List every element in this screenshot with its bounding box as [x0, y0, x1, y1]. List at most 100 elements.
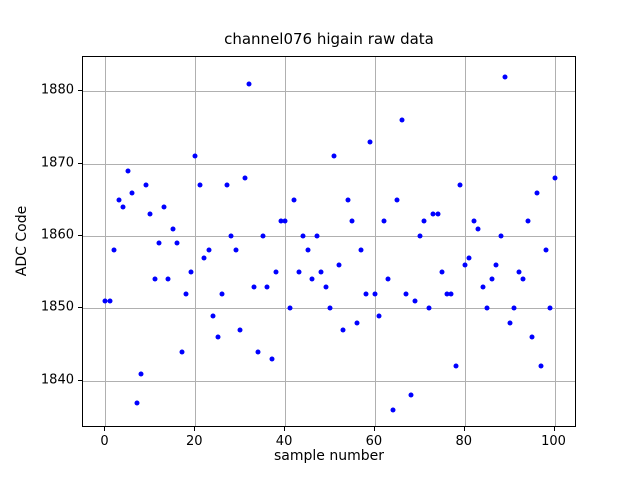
chart-title: channel076 higain raw data	[224, 30, 434, 48]
data-point	[439, 269, 445, 275]
data-point	[210, 313, 216, 319]
data-point	[426, 305, 432, 311]
data-point	[318, 269, 324, 275]
data-point	[493, 262, 499, 268]
y-gridline	[83, 235, 575, 237]
y-gridline	[83, 380, 575, 382]
x-gridline	[464, 57, 466, 426]
y-tick-label: 1840	[40, 372, 74, 388]
data-point	[246, 81, 252, 87]
data-point	[255, 349, 261, 355]
data-point	[206, 247, 212, 253]
data-point	[444, 291, 450, 297]
data-point	[376, 313, 382, 319]
data-point	[323, 284, 328, 290]
data-point	[188, 269, 194, 275]
data-point	[381, 218, 387, 224]
data-point	[183, 291, 189, 297]
y-tick-mark	[78, 90, 82, 92]
y-tick-label: 1880	[40, 82, 74, 98]
x-tick-mark	[104, 427, 106, 431]
x-tick-label: 100	[541, 434, 566, 449]
data-point	[345, 197, 351, 203]
data-point	[296, 269, 302, 275]
data-point	[201, 255, 207, 261]
data-point	[448, 291, 454, 297]
data-point	[358, 247, 364, 253]
data-point	[116, 197, 122, 203]
y-tick-mark	[78, 162, 82, 164]
data-point	[129, 190, 135, 195]
data-point	[269, 356, 275, 362]
x-tick-mark	[284, 427, 286, 431]
data-point	[278, 218, 284, 224]
data-point	[525, 218, 531, 224]
data-point	[331, 153, 337, 159]
y-tick-label: 1860	[40, 227, 74, 243]
data-point	[215, 334, 221, 340]
data-point	[156, 240, 162, 246]
y-tick-label: 1850	[40, 299, 74, 315]
x-tick-label: 20	[185, 434, 203, 449]
x-gridline	[285, 57, 287, 426]
x-tick-label: 40	[275, 434, 293, 449]
data-point	[107, 298, 113, 304]
y-axis-label: ADC Code	[14, 205, 30, 277]
data-point	[502, 74, 508, 80]
data-point	[354, 320, 360, 326]
data-point	[192, 153, 198, 159]
plot-area	[82, 56, 576, 427]
data-point	[314, 233, 320, 239]
y-tick-label: 1870	[40, 155, 74, 171]
data-point	[305, 247, 311, 253]
data-point	[237, 327, 243, 333]
data-point	[399, 117, 405, 123]
data-point	[165, 276, 171, 282]
data-point	[511, 305, 517, 311]
data-point	[412, 298, 418, 304]
data-point	[242, 175, 248, 181]
x-gridline	[105, 57, 107, 426]
data-point	[390, 407, 396, 413]
data-point	[520, 276, 526, 282]
x-tick-mark	[373, 427, 375, 431]
data-point	[174, 240, 180, 246]
data-point	[372, 291, 378, 297]
data-point	[282, 218, 288, 224]
y-tick-mark	[78, 379, 82, 381]
y-tick-mark	[78, 307, 82, 309]
data-point	[435, 211, 441, 217]
data-point	[152, 276, 158, 282]
x-gridline	[554, 57, 556, 426]
data-point	[251, 284, 257, 290]
data-point	[309, 276, 315, 282]
x-tick-mark	[463, 427, 465, 431]
data-point	[291, 197, 297, 203]
data-point	[457, 182, 463, 188]
data-point	[489, 276, 495, 282]
data-point	[125, 168, 131, 174]
data-point	[516, 269, 522, 275]
data-point	[197, 182, 203, 188]
x-tick-mark	[194, 427, 196, 431]
data-point	[224, 182, 230, 188]
x-gridline	[195, 57, 197, 426]
data-point	[228, 233, 234, 239]
data-point	[529, 334, 535, 340]
data-point	[408, 392, 414, 398]
y-gridline	[83, 91, 575, 93]
data-point	[300, 233, 306, 239]
data-point	[102, 298, 108, 304]
data-point	[327, 305, 333, 311]
data-point	[260, 233, 266, 239]
data-point	[233, 247, 239, 253]
data-point	[138, 371, 144, 377]
data-point	[417, 233, 423, 239]
data-point	[498, 233, 504, 239]
data-point	[462, 262, 468, 268]
data-point	[340, 327, 346, 333]
data-point	[264, 284, 270, 290]
data-point	[273, 269, 279, 275]
data-point	[179, 349, 185, 355]
data-point	[547, 305, 553, 311]
